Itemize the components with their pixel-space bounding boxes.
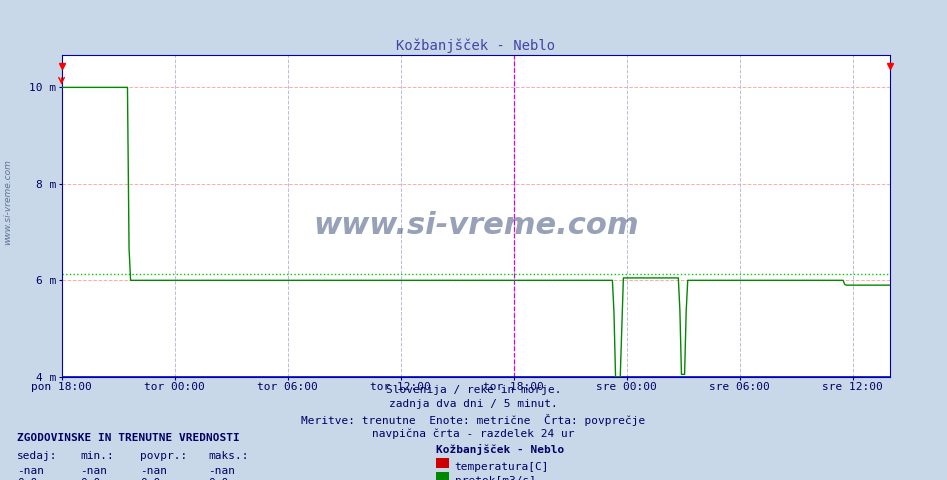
Text: -nan: -nan xyxy=(17,466,45,476)
Text: sedaj:: sedaj: xyxy=(17,451,58,461)
Text: www.si-vreme.com: www.si-vreme.com xyxy=(3,159,12,244)
Text: www.si-vreme.com: www.si-vreme.com xyxy=(313,211,638,240)
Text: 0,0: 0,0 xyxy=(17,478,37,480)
Text: -nan: -nan xyxy=(80,466,108,476)
Text: povpr.:: povpr.: xyxy=(140,451,188,461)
Text: 0,0: 0,0 xyxy=(80,478,100,480)
Text: -nan: -nan xyxy=(208,466,236,476)
Text: ZGODOVINSKE IN TRENUTNE VREDNOSTI: ZGODOVINSKE IN TRENUTNE VREDNOSTI xyxy=(17,433,240,443)
Text: zadnja dva dni / 5 minut.: zadnja dva dni / 5 minut. xyxy=(389,399,558,409)
Text: pretok[m3/s]: pretok[m3/s] xyxy=(455,476,536,480)
Text: min.:: min.: xyxy=(80,451,115,461)
Text: Kožbanjšček - Neblo: Kožbanjšček - Neblo xyxy=(436,444,563,455)
Text: temperatura[C]: temperatura[C] xyxy=(455,462,549,472)
Text: maks.:: maks.: xyxy=(208,451,249,461)
Text: Meritve: trenutne  Enote: metrične  Črta: povprečje: Meritve: trenutne Enote: metrične Črta: … xyxy=(301,414,646,426)
Title: Kožbanjšček - Neblo: Kožbanjšček - Neblo xyxy=(396,38,556,53)
Text: 0,0: 0,0 xyxy=(140,478,160,480)
Text: 0,0: 0,0 xyxy=(208,478,228,480)
Text: navpična črta - razdelek 24 ur: navpična črta - razdelek 24 ur xyxy=(372,428,575,439)
Text: -nan: -nan xyxy=(140,466,168,476)
Text: Slovenija / reke in morje.: Slovenija / reke in morje. xyxy=(385,385,562,395)
